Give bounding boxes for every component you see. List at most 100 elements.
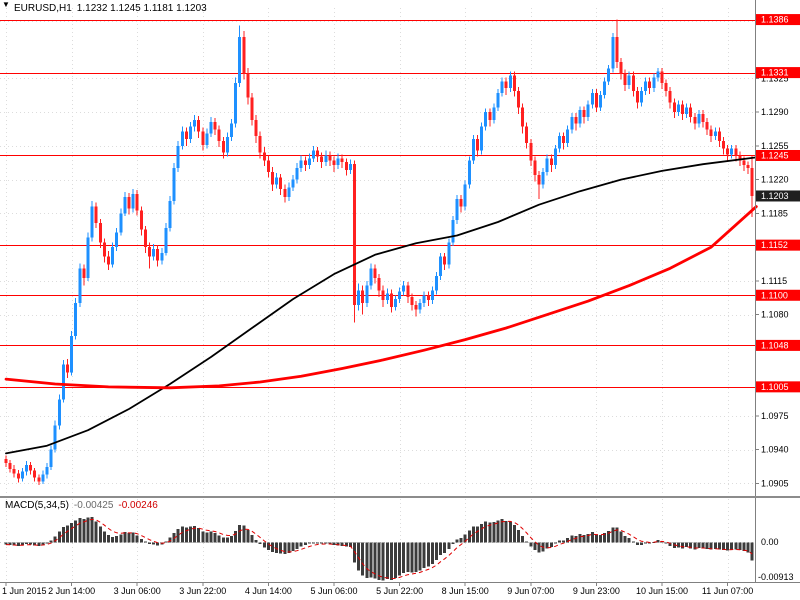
macd-histogram-bar — [20, 542, 24, 546]
candle-body-down — [562, 136, 566, 143]
candle-body-down — [250, 97, 254, 120]
macd-histogram-bar — [508, 521, 512, 543]
price-level-label-text: 1.1048 — [761, 340, 789, 350]
macd-histogram-bar — [172, 532, 176, 543]
moving-average-black — [5, 156, 758, 455]
candle-body-up — [697, 114, 701, 124]
price-level-label[interactable] — [756, 149, 800, 161]
price-level-label[interactable] — [756, 381, 800, 393]
candle-body-up — [53, 425, 57, 450]
candle-body-down — [262, 152, 266, 161]
macd-histogram-bar — [250, 535, 254, 543]
macd-histogram-bar — [402, 542, 406, 573]
macd-histogram-bar — [471, 526, 475, 543]
macd-histogram-bar — [406, 542, 410, 573]
macd-histogram-bar — [545, 542, 549, 549]
candle-body-down — [389, 293, 393, 307]
macd-histogram-bar — [57, 531, 61, 543]
price-level-label[interactable] — [756, 239, 800, 251]
candle-body-up — [180, 131, 184, 146]
candle-body-down — [332, 160, 336, 166]
macd-histogram-bar — [262, 542, 266, 548]
macd-histogram-bar — [119, 534, 123, 543]
macd-histogram-bar — [139, 538, 143, 543]
candle-body-down — [197, 119, 201, 132]
candle-body-down — [82, 268, 86, 278]
candle-body-down — [738, 155, 742, 161]
macd-histogram-bar — [504, 520, 508, 543]
macd-histogram-bar — [447, 542, 451, 549]
candle-body-down — [156, 249, 160, 261]
macd-histogram-bar — [324, 542, 328, 544]
one-click-trading-icon[interactable]: ▼ — [2, 0, 10, 9]
macd-histogram-bar — [193, 526, 197, 543]
macd-histogram-bar — [209, 531, 213, 543]
macd-histogram-bar — [357, 542, 361, 571]
macd-histogram-bar — [201, 531, 205, 543]
price-level-label[interactable] — [756, 289, 800, 301]
price-tick-label: 1.0905 — [761, 478, 789, 488]
macd-histogram-bar — [615, 527, 619, 543]
candle-body-down — [517, 90, 520, 108]
candle-body-up — [275, 177, 279, 185]
time-tick-label: 8 Jun 15:00 — [442, 586, 489, 596]
macd-histogram-bar — [127, 532, 131, 543]
macd-histogram-bar — [156, 542, 160, 546]
price-level-label[interactable] — [756, 14, 800, 26]
macd-histogram-bar — [271, 542, 274, 552]
candle-body-up — [225, 137, 229, 153]
macd-histogram-bar — [234, 530, 238, 543]
candle-body-down — [217, 129, 221, 142]
candle-body-down — [221, 141, 225, 153]
candle-body-down — [143, 229, 147, 248]
candle-body-up — [365, 285, 369, 303]
candle-body-up — [336, 158, 340, 166]
candle-body-up — [287, 187, 291, 197]
macd-histogram-bar — [287, 542, 291, 553]
macd-histogram-bar — [254, 539, 258, 543]
candle-body-up — [61, 364, 65, 400]
time-tick-label: 9 Jun 07:00 — [507, 586, 554, 596]
macd-histogram-bar — [148, 542, 151, 545]
macd-histogram-bar — [291, 542, 295, 552]
candle-body-down — [279, 177, 283, 190]
candle-body-up — [189, 126, 192, 140]
candle-body-up — [205, 133, 209, 145]
macd-histogram-bar — [656, 539, 660, 543]
price-level-label[interactable] — [756, 67, 800, 79]
candle-body-up — [467, 160, 471, 185]
candle-body-up — [291, 179, 295, 188]
macd-histogram-bar — [644, 542, 648, 544]
candle-body-down — [373, 268, 377, 278]
candle-body-up — [348, 164, 352, 170]
candle-body-down — [201, 131, 205, 145]
macd-histogram-bar — [492, 522, 496, 543]
candle-body-down — [664, 83, 668, 91]
candle-body-up — [463, 184, 467, 207]
candle-body-down — [66, 364, 69, 373]
candle-body-down — [525, 126, 529, 143]
candle-body-down — [139, 210, 143, 230]
candle-body-down — [705, 121, 709, 130]
candle-body-down — [29, 464, 33, 471]
candle-body-down — [660, 71, 664, 84]
price-level-label[interactable] — [756, 339, 800, 351]
candle-body-down — [648, 81, 652, 89]
candle-body-down — [668, 90, 672, 103]
macd-histogram-bar — [562, 540, 566, 543]
macd-histogram-bar — [398, 542, 402, 576]
macd-histogram-bar — [517, 529, 520, 543]
candle-body-up — [78, 268, 82, 303]
candle-body-up — [394, 299, 397, 307]
candle-body-down — [631, 75, 635, 91]
macd-histogram-bar — [123, 532, 127, 543]
macd-histogram-bar — [566, 538, 570, 543]
candle-body-down — [410, 297, 414, 305]
candle-body-up — [627, 75, 631, 86]
time-tick-label: 4 Jun 14:00 — [245, 586, 292, 596]
candle-body-down — [693, 116, 697, 124]
candle-body-down — [414, 304, 418, 310]
price-level-label-text: 1.1100 — [761, 290, 788, 300]
